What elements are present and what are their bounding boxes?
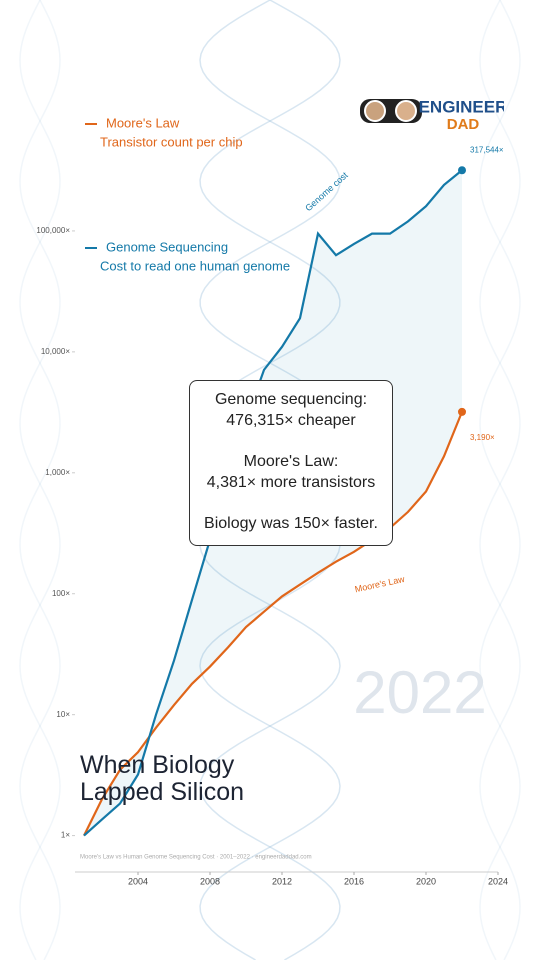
line-annotation: Moore's Law (354, 574, 406, 594)
end-point (458, 407, 466, 416)
y-tick-label: 1× (61, 831, 70, 840)
x-tick-label: 2024 (488, 876, 508, 886)
x-tick-label: 2016 (344, 876, 364, 886)
logo-text: ENGINEER (419, 97, 504, 116)
logo-text: DAD (447, 116, 480, 133)
logo: ENGINEER DAD (360, 97, 504, 133)
callout-line: Moore's Law: (243, 453, 339, 470)
series-line (83, 169, 463, 837)
y-tick-label: 100× (52, 589, 70, 598)
end-label: 3,190× (470, 433, 495, 442)
y-tick-label: 1,000× (45, 468, 70, 477)
callout-line: Genome sequencing: (214, 391, 368, 408)
chart-title: When Biology Lapped Silicon (80, 751, 245, 806)
source: Moore's Law vs Human Genome Sequencing C… (80, 855, 312, 861)
legend-description: Cost to read one human genome (100, 258, 290, 273)
legend-label: Genome Sequencing (106, 239, 228, 254)
end-label: 317,544× (470, 145, 504, 154)
callout-line: Biology was 150× faster. (204, 515, 378, 532)
legend-label: Moore's Law (106, 115, 180, 130)
y-tick-label: 10× (56, 710, 70, 719)
x-tick-label: 2012 (272, 876, 292, 886)
legend-description: Transistor count per chip (100, 134, 243, 149)
helix-strand (19, 0, 61, 960)
face (364, 100, 386, 122)
helix-strand (479, 0, 521, 960)
y-tick-label: 100,000× (36, 226, 70, 235)
callout: Genome sequencing: 476,315× cheaper Moor… (189, 380, 393, 546)
watermark: 2022 (353, 659, 486, 726)
face (395, 100, 417, 122)
helix-strand (19, 0, 61, 960)
helix-decoration (19, 0, 521, 960)
line-annotation: Genome cost (303, 170, 350, 214)
x-tick-label: 2008 (200, 876, 220, 886)
series-line (83, 411, 464, 837)
helix-strand (479, 0, 521, 960)
end-point (458, 166, 466, 175)
x-tick-label: 2020 (416, 876, 436, 886)
x-tick-label: 2004 (128, 876, 148, 886)
callout-line: 476,315× cheaper (226, 412, 356, 429)
y-tick-label: 10,000× (41, 347, 70, 356)
callout-line: 4,381× more transistors (206, 474, 376, 491)
